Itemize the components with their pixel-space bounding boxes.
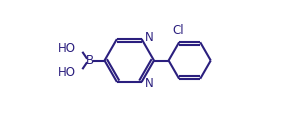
Text: Cl: Cl — [172, 24, 183, 37]
Text: N: N — [144, 77, 153, 90]
Text: HO: HO — [58, 42, 76, 55]
Text: B: B — [86, 54, 94, 67]
Text: HO: HO — [58, 66, 76, 79]
Text: N: N — [144, 31, 153, 44]
